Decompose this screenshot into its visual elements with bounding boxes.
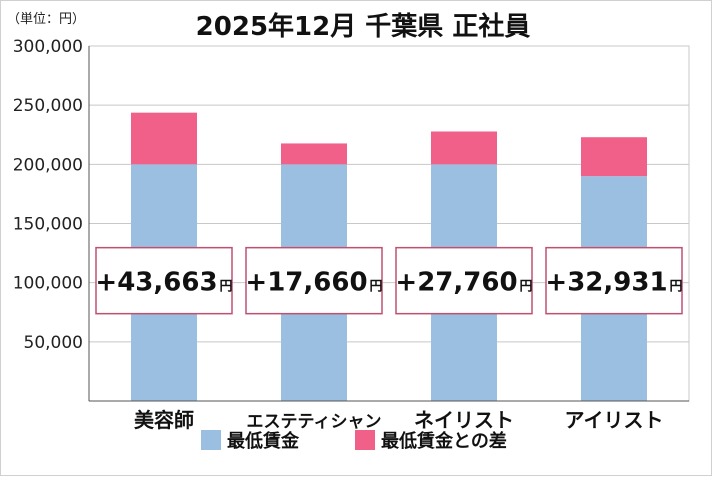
y-tick-label: 200,000: [13, 155, 83, 175]
chart-title: 2025年12月 千葉県 正社員: [196, 11, 531, 42]
legend-item: 最低賃金: [201, 430, 300, 452]
x-category-label: エステティシャン: [247, 412, 382, 432]
x-category-label: アイリスト: [565, 408, 664, 432]
y-tick-label: 100,000: [13, 274, 83, 294]
legend-swatch: [201, 430, 221, 450]
y-tick-label: 250,000: [13, 96, 83, 116]
difference-label-box: [545, 246, 683, 315]
difference-label-text: +32,931 円: [545, 268, 682, 298]
difference-label: +32,931 円: [545, 246, 683, 315]
bar-wage-difference: [281, 143, 347, 165]
legend-label: 最低賃金との差: [381, 430, 507, 452]
difference-label-text: +27,760 円: [395, 268, 532, 298]
difference-label: +27,760 円: [395, 246, 533, 315]
x-category-label: ネイリスト: [414, 408, 514, 432]
difference-label-box: [95, 246, 233, 315]
bar-wage-difference: [431, 131, 497, 165]
axes: 50,000 100,000 150,000 200,000 250,000 300,00…: [13, 37, 689, 432]
difference-label-box: [395, 246, 533, 315]
bar-wage-difference: [581, 137, 647, 177]
difference-label-box: [245, 246, 383, 315]
legend-swatch: [355, 430, 375, 450]
x-category-label: 美容師: [134, 408, 194, 432]
difference-label: +17,660 円: [245, 246, 383, 315]
legend-item: 最低賃金との差: [355, 430, 507, 452]
difference-labels: +43,663 円 +17,660 円 +27,760 円 +32,931 円: [95, 246, 683, 315]
legend: 最低賃金 最低賃金との差: [201, 430, 507, 452]
difference-label-text: +43,663 円: [95, 268, 232, 298]
unit-label: （単位：円）: [7, 11, 85, 27]
difference-label: +43,663 円: [95, 246, 233, 315]
y-tick-label: 150,000: [13, 215, 83, 235]
y-tick-label: 50,000: [24, 333, 83, 353]
difference-label-text: +17,660 円: [245, 268, 382, 298]
legend-label: 最低賃金: [227, 430, 300, 452]
y-tick-label: 300,000: [13, 37, 83, 57]
bar-wage-difference: [131, 112, 197, 165]
